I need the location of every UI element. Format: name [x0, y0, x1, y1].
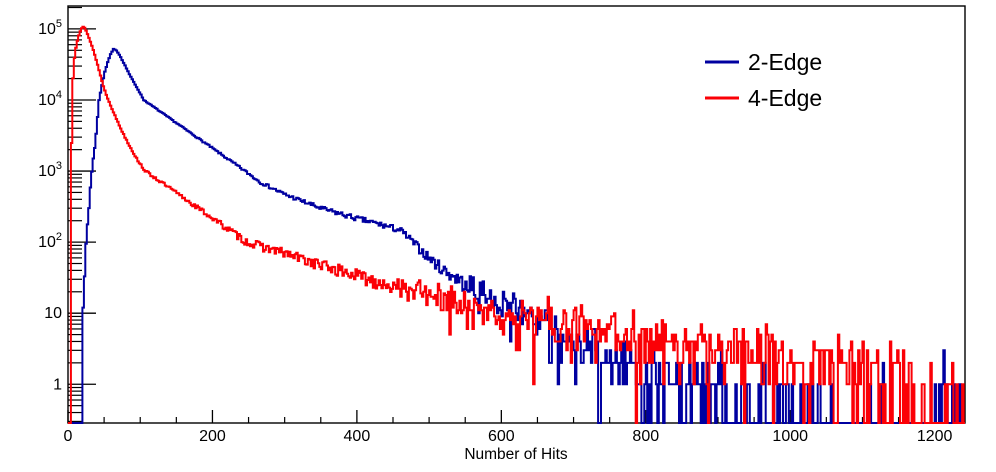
legend-label-4-edge: 4-Edge: [748, 85, 822, 111]
series-4-edge-line: [68, 25, 965, 424]
x-axis-tick-label: 800: [632, 428, 659, 445]
y-axis-tick-label: 104: [38, 89, 62, 109]
x-axis-tick-label: 1200: [917, 428, 953, 445]
plot-frame: [67, 5, 966, 424]
y-axis-tick-label: 102: [38, 231, 62, 251]
plot-area: 0 200 400 600 800 1000 1200 1 10 102 103 104 105: [38, 5, 966, 445]
legend: 2-Edge 4-Edge: [705, 49, 822, 111]
y-axis-tick-label: 10: [44, 305, 62, 322]
x-axis-tick-label: 1000: [772, 428, 808, 445]
x-axis-tick-label: 600: [488, 428, 515, 445]
x-axis-tick-label: 400: [344, 428, 371, 445]
x-axis-tick-label: 0: [64, 428, 73, 445]
legend-label-2-edge: 2-Edge: [748, 49, 822, 75]
y-axis-tick-label: 105: [38, 18, 62, 38]
y-axis-tick-label: 103: [38, 160, 62, 180]
x-axis-tick-label: 200: [199, 428, 226, 445]
x-axis-title: Number of Hits: [464, 446, 568, 463]
y-axis-tick-label: 1: [53, 376, 62, 393]
